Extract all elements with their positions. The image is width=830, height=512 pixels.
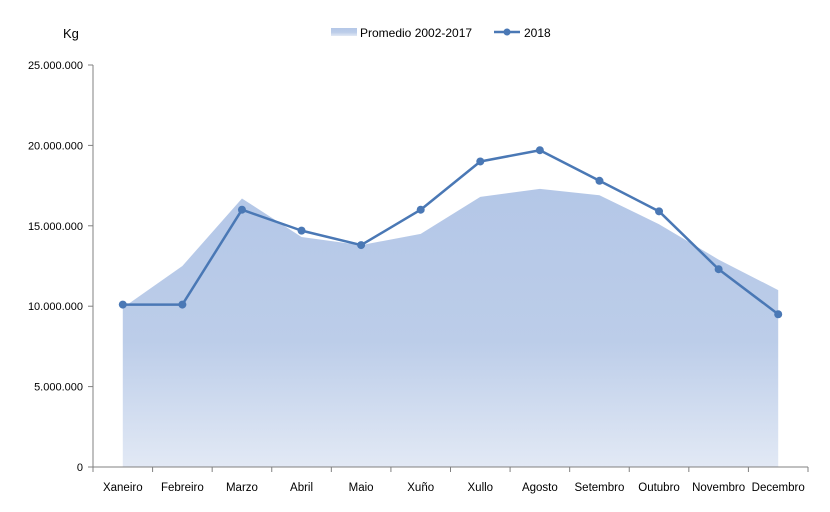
y-axis-unit-label: Kg	[63, 26, 79, 41]
x-tick-label: Decembro	[752, 482, 805, 494]
data-point-2018	[595, 176, 604, 185]
line-series-2018	[122, 148, 779, 316]
data-point-2018	[237, 205, 246, 214]
y-tick-label: 25.000.000	[28, 60, 83, 72]
data-point-2018	[178, 300, 187, 309]
legend-label-promedio: Promedio 2002-2017	[360, 26, 472, 40]
x-tick-label: Novembro	[692, 482, 745, 494]
legend: Promedio 2002-2017 2018	[331, 26, 551, 40]
x-tick-label: Abril	[290, 482, 313, 494]
data-point-2018	[476, 157, 485, 166]
y-tick-label: 10.000.000	[28, 301, 83, 313]
data-point-2018	[297, 226, 306, 235]
data-point-2018	[416, 205, 425, 214]
y-tick-label: 5.000.000	[34, 382, 83, 394]
y-tick-label: 15.000.000	[28, 221, 83, 233]
x-tick-label: Xaneiro	[103, 482, 143, 494]
area-series-promedio	[122, 188, 779, 468]
legend-swatch-marker	[503, 28, 511, 36]
data-point-2018	[714, 265, 723, 274]
data-point-2018	[357, 241, 366, 250]
data-point-2018	[118, 300, 127, 309]
x-tick-label: Xuño	[407, 482, 434, 494]
x-tick-label: Febreiro	[161, 482, 204, 494]
y-tick-label: 0	[77, 462, 83, 474]
x-tick-label: Outubro	[638, 482, 680, 494]
y-tick-label: 20.000.000	[28, 140, 83, 152]
plot-area: 0 5.000.000 10.000.000 15.000.000 20.000.000…	[28, 60, 809, 494]
x-tick-label: Marzo	[226, 482, 258, 494]
data-point-2018	[535, 146, 544, 155]
x-tick-label: Maio	[349, 482, 374, 494]
data-point-2018	[655, 207, 664, 216]
legend-swatch-area	[331, 28, 357, 36]
x-tick-label: Agosto	[522, 482, 558, 494]
x-tick-label: Setembro	[575, 482, 625, 494]
x-tick-label: Xullo	[468, 482, 494, 494]
data-point-2018	[774, 310, 783, 319]
legend-label-2018: 2018	[524, 26, 551, 40]
